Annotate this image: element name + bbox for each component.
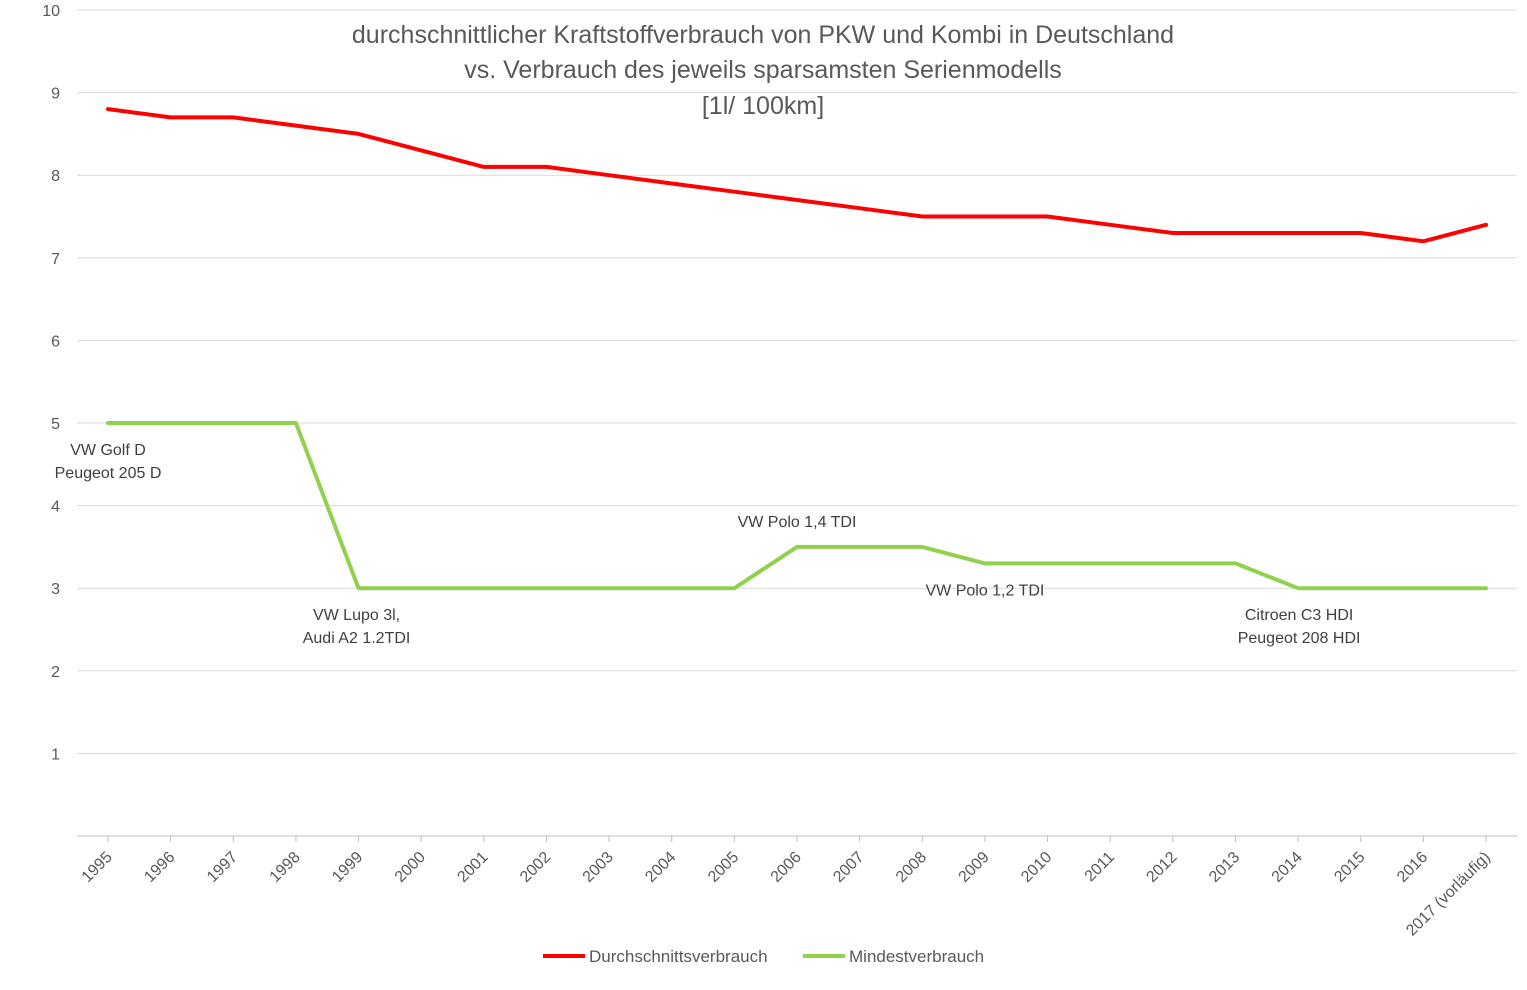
chart-title: [1l/ 100km] [702, 92, 824, 120]
legend-label: Durchschnittsverbrauch [589, 947, 768, 966]
x-tick-label: 2008 [893, 849, 930, 886]
x-tick-label: 2009 [956, 849, 993, 886]
x-tick-label: 2006 [768, 849, 805, 886]
chart-title: vs. Verbrauch des jeweils sparsamsten Se… [464, 56, 1062, 84]
x-tick-label: 2015 [1331, 849, 1368, 886]
y-tick-label: 7 [51, 251, 60, 268]
x-tick-label: 1998 [267, 849, 304, 886]
y-tick-label: 3 [51, 581, 60, 598]
x-tick-label: 2002 [517, 849, 554, 886]
y-tick-label: 1 [51, 746, 60, 763]
x-tick-label: 2001 [454, 849, 491, 886]
annotation-label: VW Polo 1,2 TDI [925, 582, 1044, 599]
y-tick-label: 4 [51, 499, 60, 516]
y-tick-label: 9 [51, 86, 60, 103]
y-tick-label: 5 [51, 416, 60, 433]
annotation-label: Citroen C3 HDI [1245, 607, 1353, 624]
annotation-label: Peugeot 208 HDI [1238, 630, 1361, 647]
x-tick-label: 1999 [329, 849, 366, 886]
x-tick-label: 2012 [1143, 849, 1180, 886]
annotation-label: VW Polo 1,4 TDI [738, 514, 857, 531]
x-tick-label: 2005 [705, 849, 742, 886]
annotation-label: VW Lupo 3l, [313, 607, 400, 624]
x-tick-label: 2011 [1082, 849, 1118, 885]
x-tick-label: 1995 [79, 849, 116, 886]
annotation-label: Audi A2 1.2TDI [303, 630, 411, 647]
x-tick-label: 2003 [580, 849, 617, 886]
y-tick-label: 6 [51, 333, 60, 350]
x-tick-label: 2004 [642, 849, 679, 886]
x-tick-label: 2013 [1206, 849, 1243, 886]
annotation-label: Peugeot 205 D [55, 465, 162, 482]
chart-title: durchschnittlicher Kraftstoffverbrauch v… [352, 21, 1174, 49]
x-tick-label: 1997 [204, 849, 241, 886]
x-tick-label: 2000 [392, 849, 429, 886]
y-tick-label: 2 [51, 664, 60, 681]
annotation-label: VW Golf D [70, 442, 146, 459]
x-tick-label: 2016 [1394, 849, 1431, 886]
x-tick-label: 1996 [141, 849, 178, 886]
legend-label: Mindestverbrauch [849, 947, 984, 966]
x-tick-label: 2014 [1269, 849, 1306, 886]
x-tick-label: 2007 [830, 849, 867, 886]
y-tick-label: 8 [51, 168, 60, 185]
x-tick-label: 2010 [1018, 849, 1055, 886]
y-tick-label: 10 [42, 3, 60, 20]
